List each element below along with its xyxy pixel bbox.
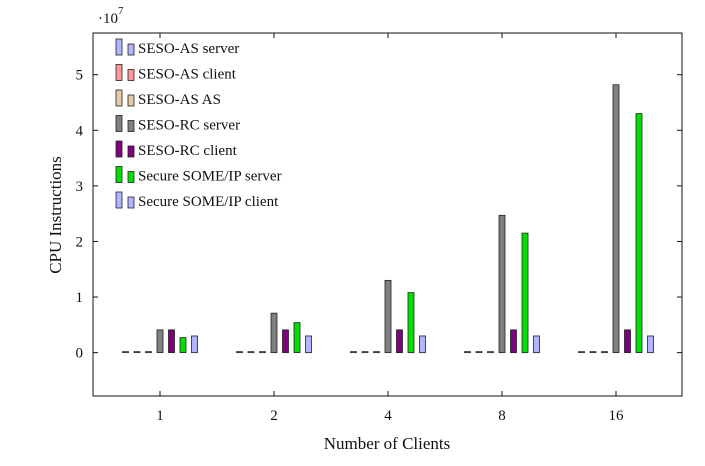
bar	[647, 335, 654, 354]
bar	[487, 351, 494, 354]
bar	[293, 322, 301, 354]
bar	[145, 351, 152, 354]
bar	[361, 351, 369, 354]
bar	[384, 279, 392, 354]
scale-factor-base: ·10	[98, 11, 118, 27]
bar	[168, 329, 175, 354]
bar	[373, 351, 380, 354]
x-axis-label: Number of Clients	[324, 434, 451, 453]
legend-swatch	[127, 94, 135, 107]
legend-label: SESO-AS client	[138, 67, 237, 83]
x-tick-label: 16	[609, 408, 625, 424]
legend-swatch	[115, 166, 123, 183]
legend-swatch	[127, 43, 135, 56]
legend-swatch	[127, 69, 135, 81]
bar	[464, 351, 471, 354]
bar	[601, 351, 608, 354]
bar	[305, 335, 312, 354]
bar	[407, 292, 415, 354]
x-tick-label: 1	[156, 408, 164, 424]
legend-label: SESO-RC server	[138, 118, 240, 134]
bar	[191, 335, 198, 354]
bar	[521, 232, 529, 354]
bar	[498, 214, 506, 354]
bar	[122, 351, 129, 354]
axis-ticks: 0 1 2 3 4 5 1 2 4 8 16	[76, 33, 682, 424]
y-tick-label: 3	[76, 179, 84, 195]
legend-swatch	[127, 196, 135, 209]
scale-factor-exponent: 7	[118, 5, 124, 17]
bar	[156, 329, 164, 354]
bar	[475, 351, 483, 354]
legend-label: SESO-AS AS	[138, 92, 221, 108]
bar	[589, 351, 597, 354]
y-tick-label: 2	[76, 234, 84, 250]
y-tick-label: 0	[76, 346, 84, 362]
bar	[510, 329, 517, 354]
bar	[578, 351, 585, 354]
x-tick-label: 8	[498, 408, 506, 424]
bar	[282, 329, 289, 354]
bars	[122, 84, 654, 354]
bar	[259, 351, 266, 354]
bar	[396, 329, 403, 354]
legend-label: Secure SOME/IP server	[138, 169, 282, 185]
bar	[612, 84, 620, 354]
bar	[270, 312, 278, 354]
y-tick-label: 4	[76, 123, 84, 139]
bar	[133, 351, 141, 354]
legend-label: Secure SOME/IP client	[138, 194, 279, 210]
y-tick-label: 1	[76, 290, 84, 306]
x-tick-label: 2	[270, 408, 278, 424]
legend-swatch	[127, 171, 135, 183]
legend-swatch	[115, 140, 123, 158]
legend: SESO-AS server SESO-AS client SESO-AS AS SE…	[115, 38, 282, 210]
bar	[533, 335, 540, 354]
legend-swatch	[127, 145, 135, 158]
legend-swatch	[115, 64, 123, 81]
legend-swatch	[115, 115, 123, 132]
bar	[635, 113, 643, 354]
bar	[350, 351, 357, 354]
bar	[624, 329, 631, 354]
legend-swatch	[115, 191, 123, 209]
bar	[236, 351, 243, 354]
y-tick-label: 5	[76, 68, 84, 84]
legend-swatch	[115, 89, 123, 107]
legend-label: SESO-AS server	[138, 41, 239, 57]
x-tick-label: 4	[384, 408, 392, 424]
legend-label: SESO-RC client	[138, 143, 238, 159]
legend-swatch	[127, 120, 135, 132]
legend-swatch	[115, 38, 123, 56]
bar	[179, 337, 187, 354]
bar	[247, 351, 255, 354]
bar	[419, 335, 426, 354]
y-axis-label: CPU Instructions	[46, 156, 65, 274]
